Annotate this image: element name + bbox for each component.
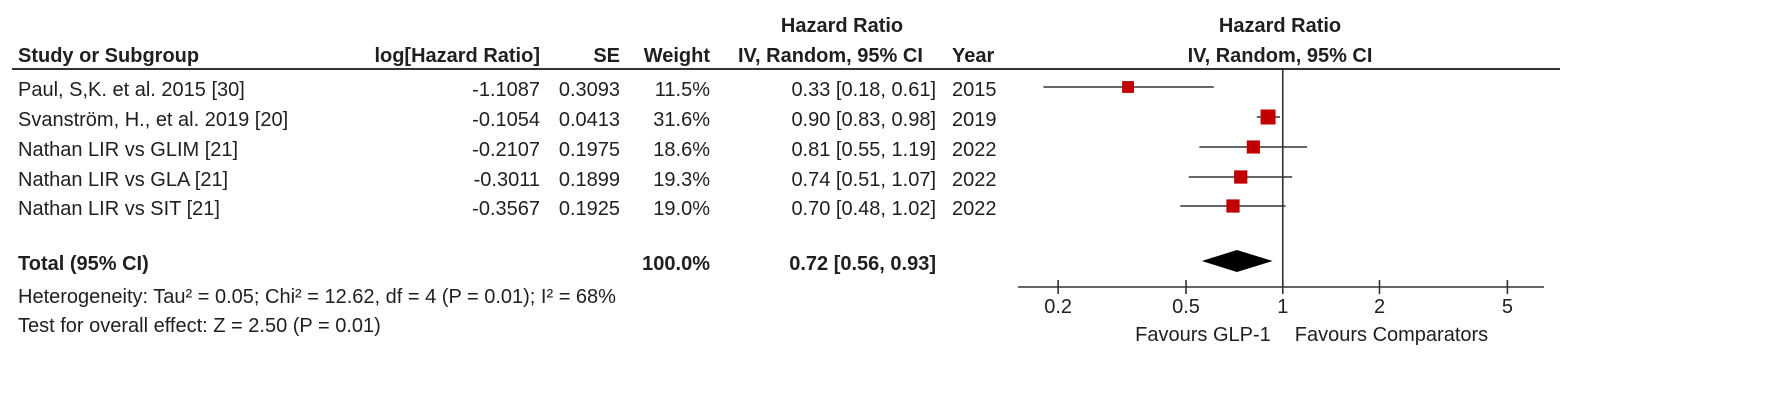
study-marker [1226, 199, 1240, 213]
loghr-value: -0.2107 [472, 139, 540, 161]
hr-ci-value: 0.81 [0.55, 1.19] [791, 139, 936, 161]
study-name: Paul, S,K. et al. 2015 [30] [18, 79, 245, 101]
se-value: 0.1925 [558, 198, 620, 220]
header-divider [12, 68, 1560, 70]
header-plot-bottom: IV, Random, 95% CI [1187, 45, 1373, 67]
year-value: 2019 [952, 109, 997, 131]
year-value: 2022 [952, 139, 997, 161]
weight-value: 19.0% [653, 198, 710, 220]
header-se: SE [593, 45, 620, 67]
loghr-value: -0.3567 [472, 198, 540, 220]
year-value: 2022 [952, 198, 997, 220]
loghr-value: -1.1087 [472, 79, 540, 101]
total-hr-ci: 0.72 [0.56, 0.93] [789, 253, 936, 275]
se-value: 0.3093 [558, 79, 620, 101]
header-weight: Weight [643, 45, 710, 67]
hr-ci-value: 0.74 [0.51, 1.07] [791, 169, 936, 191]
x-tick-label: 1 [1277, 296, 1288, 318]
total-weight: 100.0% [642, 253, 710, 275]
header-loghr: log[Hazard Ratio] [374, 45, 540, 67]
year-value: 2015 [952, 79, 997, 101]
weight-value: 18.6% [653, 139, 710, 161]
header-year: Year [952, 45, 995, 67]
x-tick-label: 5 [1502, 296, 1513, 318]
x-tick-label: 2 [1374, 296, 1385, 318]
header-hr-bottom: IV, Random, 95% CI [738, 45, 923, 67]
study-name: Svanström, H., et al. 2019 [20] [18, 109, 289, 131]
favours-left-label: Favours GLP-1 [1135, 324, 1271, 346]
total-label: Total (95% CI) [18, 253, 149, 275]
header-study: Study or Subgroup [18, 45, 200, 67]
weight-value: 11.5% [654, 79, 710, 101]
header-plot-top: Hazard Ratio [1218, 15, 1342, 37]
x-tick-label: 0.5 [1172, 296, 1200, 318]
hr-ci-value: 0.70 [0.48, 1.02] [791, 198, 936, 220]
favours-right-label: Favours Comparators [1295, 324, 1488, 346]
header-hr-top: Hazard Ratio [780, 15, 904, 37]
study-marker [1122, 81, 1134, 93]
summary-diamond [1201, 250, 1273, 272]
heterogeneity-text: Heterogeneity: Tau² = 0.05; Chi² = 12.62… [18, 286, 616, 308]
year-value: 2022 [952, 169, 997, 191]
hr-ci-value: 0.33 [0.18, 0.61] [791, 79, 936, 101]
weight-value: 19.3% [653, 169, 710, 191]
study-marker [1260, 109, 1276, 125]
study-name: Nathan LIR vs GLA [21] [18, 169, 229, 191]
loghr-value: -0.1054 [472, 109, 540, 131]
hr-ci-value: 0.90 [0.83, 0.98] [791, 109, 936, 131]
weight-value: 31.6% [653, 109, 710, 131]
study-name: Nathan LIR vs GLIM [21] [18, 139, 239, 161]
se-value: 0.0413 [558, 109, 620, 131]
study-marker [1234, 170, 1248, 184]
study-marker [1246, 140, 1260, 154]
overall-effect-text: Test for overall effect: Z = 2.50 (P = 0… [18, 315, 381, 337]
loghr-value: -0.3011 [473, 169, 540, 191]
study-name: Nathan LIR vs SIT [21] [18, 198, 220, 220]
se-value: 0.1975 [558, 139, 620, 161]
se-value: 0.1899 [558, 169, 620, 191]
x-tick-label: 0.2 [1044, 296, 1072, 318]
